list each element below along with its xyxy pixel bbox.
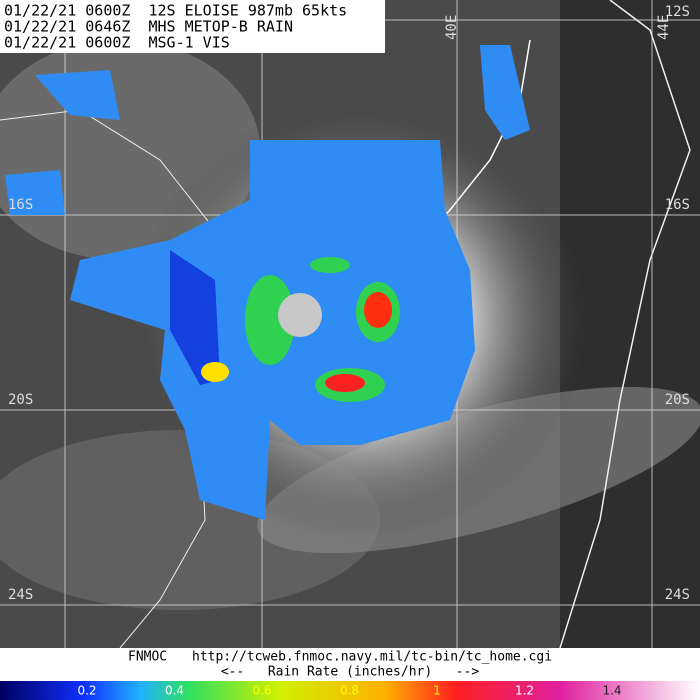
rain-core xyxy=(364,292,392,328)
latitude-label: 24S xyxy=(8,587,33,603)
header-box xyxy=(0,0,385,53)
colorbar-tick-label: 1.2 xyxy=(515,684,534,698)
longitude-label: 44E xyxy=(656,15,672,40)
longitude-label: 40E xyxy=(444,15,460,40)
header-line: 01/22/21 0600Z MSG-1 VIS xyxy=(4,34,230,52)
latitude-label: 12S xyxy=(665,4,690,20)
colorbar-tick-label: 1 xyxy=(433,684,441,698)
latitude-label: 20S xyxy=(8,392,33,408)
footer-source: FNMOC xyxy=(128,650,167,665)
latitude-label: 16S xyxy=(8,197,33,213)
rain-core xyxy=(201,362,229,382)
rain-core xyxy=(310,257,350,273)
header-line: 01/22/21 0600Z 12S ELOISE 987mb 65kts xyxy=(4,2,347,20)
footer-url: http://tcweb.fnmoc.navy.mil/tc-bin/tc_ho… xyxy=(192,650,552,665)
colorbar-tick-label: 0.4 xyxy=(165,684,184,698)
rain-area xyxy=(480,45,530,140)
colorbar-tick-label: 0.2 xyxy=(77,684,96,698)
rain-area xyxy=(5,170,65,215)
colorbar-ticks: 0.2 0.4 0.6 0.8 1 1.2 1.4 xyxy=(77,684,621,698)
eye xyxy=(278,293,322,337)
colorbar-tick-label: 0.6 xyxy=(252,684,271,698)
rain-area xyxy=(35,70,120,120)
rain-core xyxy=(245,275,295,365)
scale-caption: <-- Rain Rate (inches/hr) --> xyxy=(221,665,479,680)
latitude-label: 20S xyxy=(665,392,690,408)
colorbar xyxy=(0,681,700,700)
header-line: 01/22/21 0646Z MHS METOP-B RAIN xyxy=(4,18,293,36)
latitude-label: 16S xyxy=(665,197,690,213)
rain-area xyxy=(170,250,220,385)
rain-core xyxy=(325,374,365,392)
footer xyxy=(0,648,700,681)
coastline xyxy=(559,0,691,649)
latitude-label: 24S xyxy=(665,587,690,603)
rain-overlay xyxy=(5,45,530,520)
colorbar-tick-label: 0.8 xyxy=(340,684,359,698)
colorbar-tick-label: 1.4 xyxy=(602,684,621,698)
